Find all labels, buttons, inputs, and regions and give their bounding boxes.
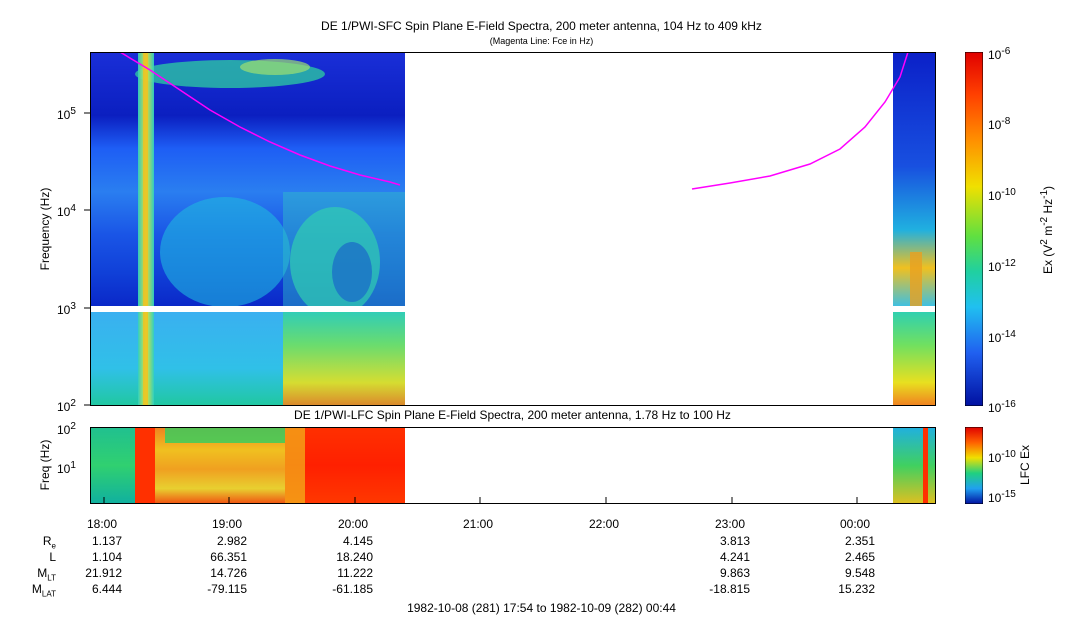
panel1-title: DE 1/PWI-SFC Spin Plane E-Field Spectra,…	[321, 19, 762, 33]
time-range-footer: 1982-10-08 (281) 17:54 to 1982-10-09 (28…	[407, 601, 676, 615]
orbit-value: 1.137	[91, 534, 122, 548]
orbit-value: -61.185	[332, 582, 373, 596]
xtick-label: 21:00	[463, 517, 494, 531]
sfc-ytick-1e5: 105	[57, 106, 76, 122]
sfc-cbtick-3: 10-12	[988, 258, 1016, 274]
orbit-value: 2.351	[844, 534, 875, 548]
lfc-spectrogram	[90, 427, 936, 504]
sfc-cbtick-2: 10-10	[988, 187, 1016, 203]
lfc-ytick-1e1: 101	[57, 460, 76, 476]
xtick-label: 19:00	[212, 517, 243, 531]
sfc-ytick-1e2: 102	[57, 398, 76, 414]
orbit-value: 4.145	[342, 534, 373, 548]
orbit-value: 18.240	[336, 550, 373, 564]
sfc-colorbar-label: Ex (V2 m-2 Hz-1)	[1039, 185, 1055, 275]
orbit-value: 1.104	[91, 550, 122, 564]
orbit-label-re: Re	[42, 534, 56, 551]
orbit-value: 9.863	[719, 566, 750, 580]
orbit-value: -18.815	[709, 582, 750, 596]
xtick-label: 23:00	[715, 517, 746, 531]
lfc-ylabel: Freq (Hz)	[38, 439, 52, 491]
sfc-colorbar	[965, 52, 983, 406]
lfc-colorbar-label: LFC Ex	[1018, 445, 1032, 486]
xtick-label: 22:00	[589, 517, 620, 531]
orbit-value: 2.465	[844, 550, 875, 564]
fce-line-segment-2	[691, 52, 909, 190]
orbit-value: 15.232	[838, 582, 875, 596]
orbit-value: 2.982	[216, 534, 247, 548]
sfc-ylabel: Frequency (Hz)	[38, 187, 52, 271]
orbit-value: 6.444	[91, 582, 122, 596]
orbit-value: 4.241	[719, 550, 750, 564]
sfc-cbtick-4: 10-14	[988, 329, 1016, 345]
sfc-ytick-1e3: 103	[57, 301, 76, 317]
sfc-spectrogram	[90, 52, 936, 406]
lfc-cbtick-1: 10-15	[988, 489, 1016, 505]
sfc-cbtick-1: 10-8	[988, 116, 1011, 132]
fce-line-segment-1	[119, 52, 401, 186]
orbit-label-mlat: MLAT	[31, 582, 56, 599]
orbit-value: 11.222	[337, 566, 373, 580]
orbit-value: -79.115	[207, 582, 247, 596]
lfc-ytick-1e2: 102	[57, 421, 76, 437]
sfc-cbtick-0: 10-6	[988, 46, 1011, 62]
sfc-cbtick-5: 10-16	[988, 399, 1016, 415]
orbit-label-mlt: MLT	[37, 566, 56, 583]
xtick-label: 00:00	[840, 517, 871, 531]
lfc-colorbar	[965, 427, 983, 504]
orbit-value: 21.912	[85, 566, 122, 580]
panel1-subtitle: (Magenta Line: Fce in Hz)	[489, 36, 594, 46]
orbit-value: 14.726	[210, 566, 247, 580]
orbit-value: 9.548	[844, 566, 875, 580]
xtick-label: 18:00	[87, 517, 118, 531]
sfc-ytick-1e4: 104	[57, 203, 76, 219]
orbit-value: 66.351	[210, 550, 247, 564]
orbit-label-l: L	[49, 550, 56, 564]
lfc-cbtick-0: 10-10	[988, 449, 1016, 465]
xtick-label: 20:00	[338, 517, 369, 531]
sfc-yaxis	[84, 112, 90, 406]
panel2-title: DE 1/PWI-LFC Spin Plane E-Field Spectra,…	[294, 408, 731, 422]
orbit-value: 3.813	[719, 534, 750, 548]
